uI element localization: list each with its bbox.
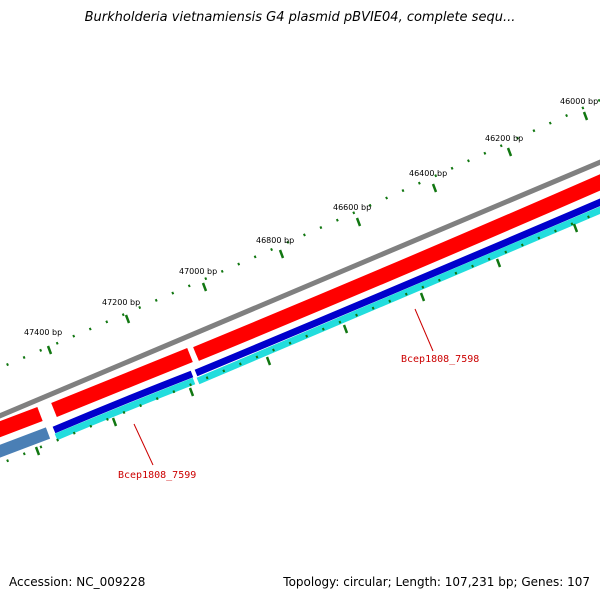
ruler-major-tick xyxy=(111,417,118,427)
ruler-major-tick xyxy=(34,446,41,456)
label-leader-line xyxy=(414,308,434,352)
gene-arrowhead xyxy=(193,347,200,362)
ruler-label: 46400 bp xyxy=(409,169,447,178)
map-title: Burkholderia vietnamiensis G4 plasmid pB… xyxy=(84,10,516,25)
gene-labels: Bcep1808_7598 Bcep1808_7599 xyxy=(118,308,479,481)
gene-bcep1808-7598[interactable] xyxy=(193,174,600,361)
ruler-label: 46000 bp xyxy=(560,97,598,106)
feature-segment[interactable] xyxy=(54,377,196,441)
ruler-major-tick xyxy=(582,111,589,121)
accession-text: Accession: NC_009228 xyxy=(9,575,146,589)
ruler-major-tick xyxy=(431,183,438,193)
outer-ruler: 46000 bp 46200 bp 46400 bp 46600 bp 4680… xyxy=(0,97,600,370)
ruler-major-tick xyxy=(188,387,195,397)
topology-summary: Topology: circular; Length: 107,231 bp; … xyxy=(283,575,590,589)
gene-partial-left[interactable] xyxy=(0,406,43,438)
ruler-major-tick xyxy=(278,249,285,259)
ruler-major-tick xyxy=(201,282,208,292)
inner-ruler xyxy=(0,210,600,466)
feature-track[interactable] xyxy=(54,206,600,441)
label-leader-line xyxy=(133,423,154,466)
feature-segment[interactable] xyxy=(196,206,600,385)
cds-segment[interactable] xyxy=(52,370,194,434)
gene-track-forward[interactable] xyxy=(0,174,600,438)
gene-bcep1808-7599[interactable] xyxy=(51,348,193,417)
ruler-major-tick xyxy=(495,258,502,268)
sequence-backbone xyxy=(0,159,600,419)
ruler-major-tick xyxy=(572,223,579,233)
ruler-major-tick xyxy=(265,356,272,366)
cds-track[interactable] xyxy=(52,198,600,434)
ruler-major-tick xyxy=(355,217,362,227)
ruler-major-tick xyxy=(506,147,513,157)
ruler-label: 47400 bp xyxy=(24,328,62,337)
ruler-major-tick xyxy=(46,345,53,355)
ruler-label: 47200 bp xyxy=(102,298,140,307)
gene-label[interactable]: Bcep1808_7599 xyxy=(118,470,196,481)
ruler-major-tick xyxy=(124,314,131,324)
gene-arrowhead xyxy=(50,402,58,418)
inner-ruler-major-ticks xyxy=(34,223,579,456)
feature-steelblue[interactable] xyxy=(0,427,51,458)
ruler-major-tick xyxy=(342,324,349,334)
ruler-label: 46800 bp xyxy=(256,236,294,245)
gene-label[interactable]: Bcep1808_7598 xyxy=(401,354,479,365)
ruler-major-tick xyxy=(419,292,426,302)
ruler-label: 46600 bp xyxy=(333,203,371,212)
cds-segment[interactable] xyxy=(194,198,600,377)
ruler-label: 46200 bp xyxy=(485,134,523,143)
outer-ruler-major-ticks xyxy=(46,111,589,355)
ruler-label: 47000 bp xyxy=(179,267,217,276)
